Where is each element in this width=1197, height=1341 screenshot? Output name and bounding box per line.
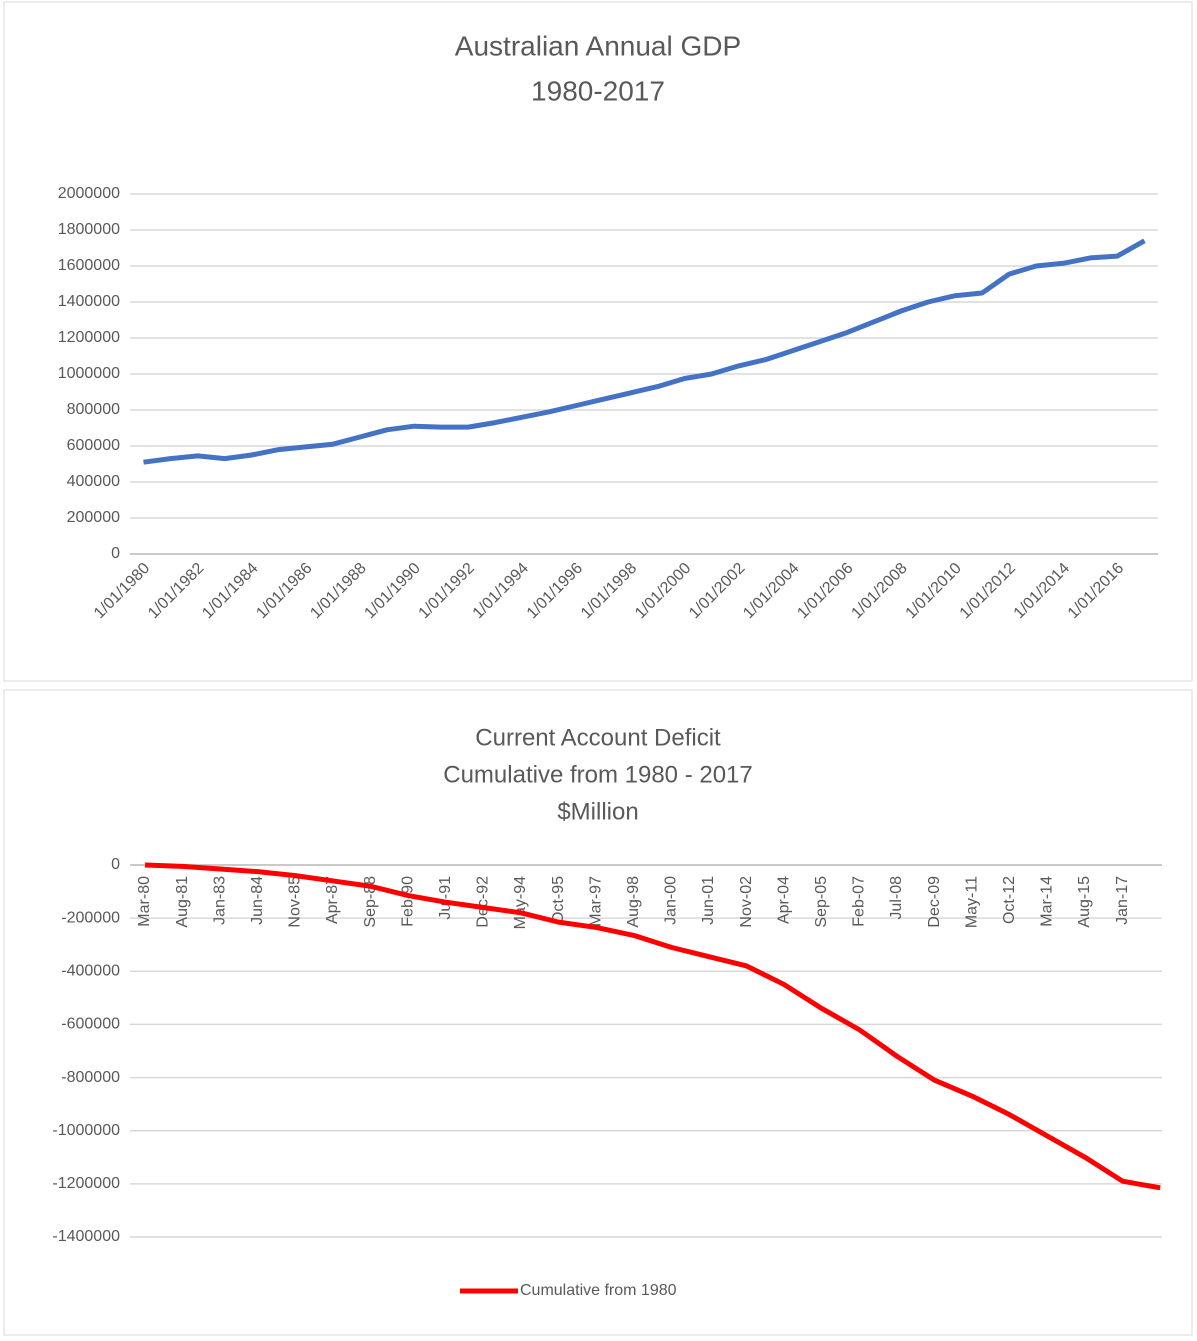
y-tick-label: 1800000: [58, 221, 120, 238]
x-tick-label: Feb-07: [851, 876, 868, 927]
y-tick-label: -400000: [61, 963, 120, 980]
x-tick-label: Oct-95: [550, 876, 567, 924]
x-tick-label: Mar-80: [136, 876, 153, 927]
chart-title: 1980-2017: [531, 75, 665, 106]
y-tick-label: -1200000: [52, 1175, 120, 1192]
y-tick-label: -1400000: [52, 1228, 120, 1245]
x-tick-label: Feb-90: [399, 876, 416, 927]
x-tick-label: Aug-98: [625, 876, 642, 928]
x-tick-label: Nov-85: [287, 876, 304, 928]
x-tick-label: Jan-17: [1114, 876, 1131, 925]
x-tick-label: May-11: [963, 876, 980, 928]
y-tick-label: 0: [111, 856, 120, 873]
chart-title: Australian Annual GDP: [455, 30, 741, 61]
y-tick-label: 2000000: [58, 185, 120, 202]
y-tick-label: -1000000: [52, 1122, 120, 1139]
y-tick-label: -600000: [61, 1016, 120, 1033]
x-tick-label: Apr-04: [775, 876, 792, 924]
x-tick-label: Jun-84: [249, 876, 266, 925]
y-tick-label: 200000: [67, 509, 120, 526]
y-tick-label: 0: [111, 545, 120, 562]
x-tick-label: Dec-92: [475, 876, 492, 928]
line-series: [143, 238, 1146, 465]
y-tick-label: -800000: [61, 1069, 120, 1086]
x-tick-label: Jan-00: [663, 876, 680, 925]
y-tick-label: 1000000: [58, 365, 120, 382]
x-tick-label: Nov-02: [738, 876, 755, 928]
x-tick-label: Oct-12: [1001, 876, 1018, 924]
y-tick-label: 1600000: [58, 257, 120, 274]
x-tick-label: Jun-01: [700, 876, 717, 925]
x-tick-label: Aug-15: [1076, 876, 1093, 928]
x-tick-label: Aug-81: [174, 876, 191, 928]
line-series: [144, 862, 1161, 1191]
x-tick-label: Sep-05: [813, 876, 830, 928]
x-tick-label: Mar-97: [587, 876, 604, 927]
chart-frame: [3, 689, 1193, 1336]
y-tick-label: -200000: [61, 909, 120, 926]
x-tick-label: Apr-87: [324, 876, 341, 924]
chart-title: $Million: [557, 798, 638, 825]
y-tick-label: 600000: [67, 437, 120, 454]
x-tick-label: Dec-09: [926, 876, 943, 928]
y-tick-label: 400000: [67, 473, 120, 490]
chart-title: Cumulative from 1980 - 2017: [443, 761, 753, 788]
chart-title: Current Account Deficit: [475, 724, 721, 751]
legend-label: Cumulative from 1980: [520, 1282, 677, 1299]
x-tick-label: Jan-83: [211, 876, 228, 925]
x-tick-label: Jul-91: [437, 876, 454, 920]
x-tick-label: Jul-08: [888, 876, 905, 920]
x-tick-label: May-94: [512, 876, 529, 929]
y-tick-label: 1400000: [58, 293, 120, 310]
chart-frame: [3, 1, 1193, 682]
y-tick-label: 1200000: [58, 329, 120, 346]
y-tick-label: 800000: [67, 401, 120, 418]
x-tick-label: Mar-14: [1039, 876, 1056, 927]
